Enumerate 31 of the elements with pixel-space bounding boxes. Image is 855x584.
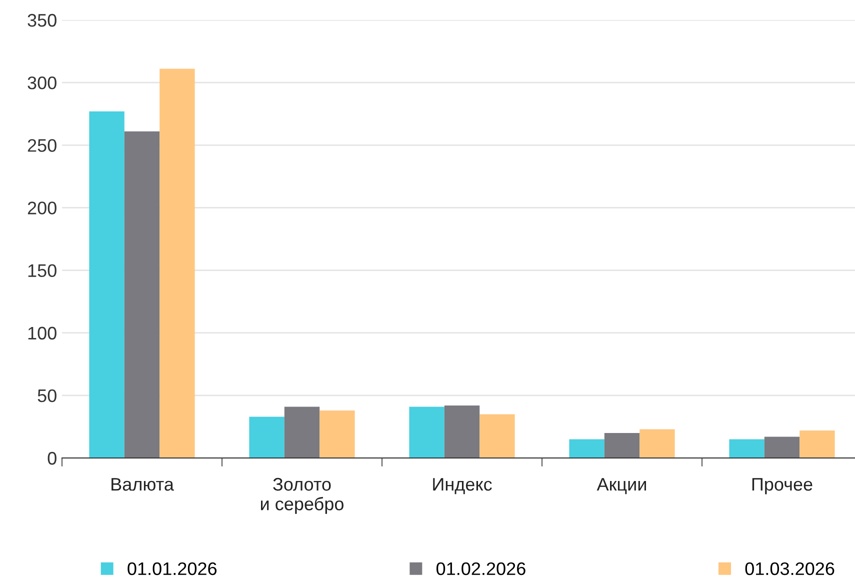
bar [320,410,355,458]
legend-label: 01.03.2026 [745,562,834,576]
legend-label: 01.01.2026 [128,562,217,576]
x-tick-label: Прочее [752,478,812,494]
bar [729,439,764,458]
bar [284,406,320,458]
bar [444,405,480,458]
x-tick-label: Валюта [112,478,174,491]
y-tick-label: 0 [48,452,56,465]
legend-label: 01.02.2026 [436,562,526,576]
bar [124,131,160,458]
x-tick-label: Акции [596,478,646,494]
bar [569,439,604,458]
y-tick-label: 350 [28,14,56,27]
bar [604,432,640,458]
bar [249,416,284,458]
bar [409,406,444,458]
bar [764,436,800,458]
y-tick-label: 100 [28,326,56,340]
y-tick-label: 150 [28,264,56,278]
bar [160,68,195,458]
bar [640,429,675,458]
bar [89,111,124,458]
y-tick-label: 250 [28,139,56,152]
bar [800,430,835,458]
y-tick-label: 200 [28,202,56,214]
y-tick-label: 50 [38,389,56,402]
bar [480,414,515,458]
y-tick-label: 300 [28,76,56,90]
x-tick-label: Золото и серебро [261,478,344,514]
x-tick-label: Индекс [433,478,492,494]
